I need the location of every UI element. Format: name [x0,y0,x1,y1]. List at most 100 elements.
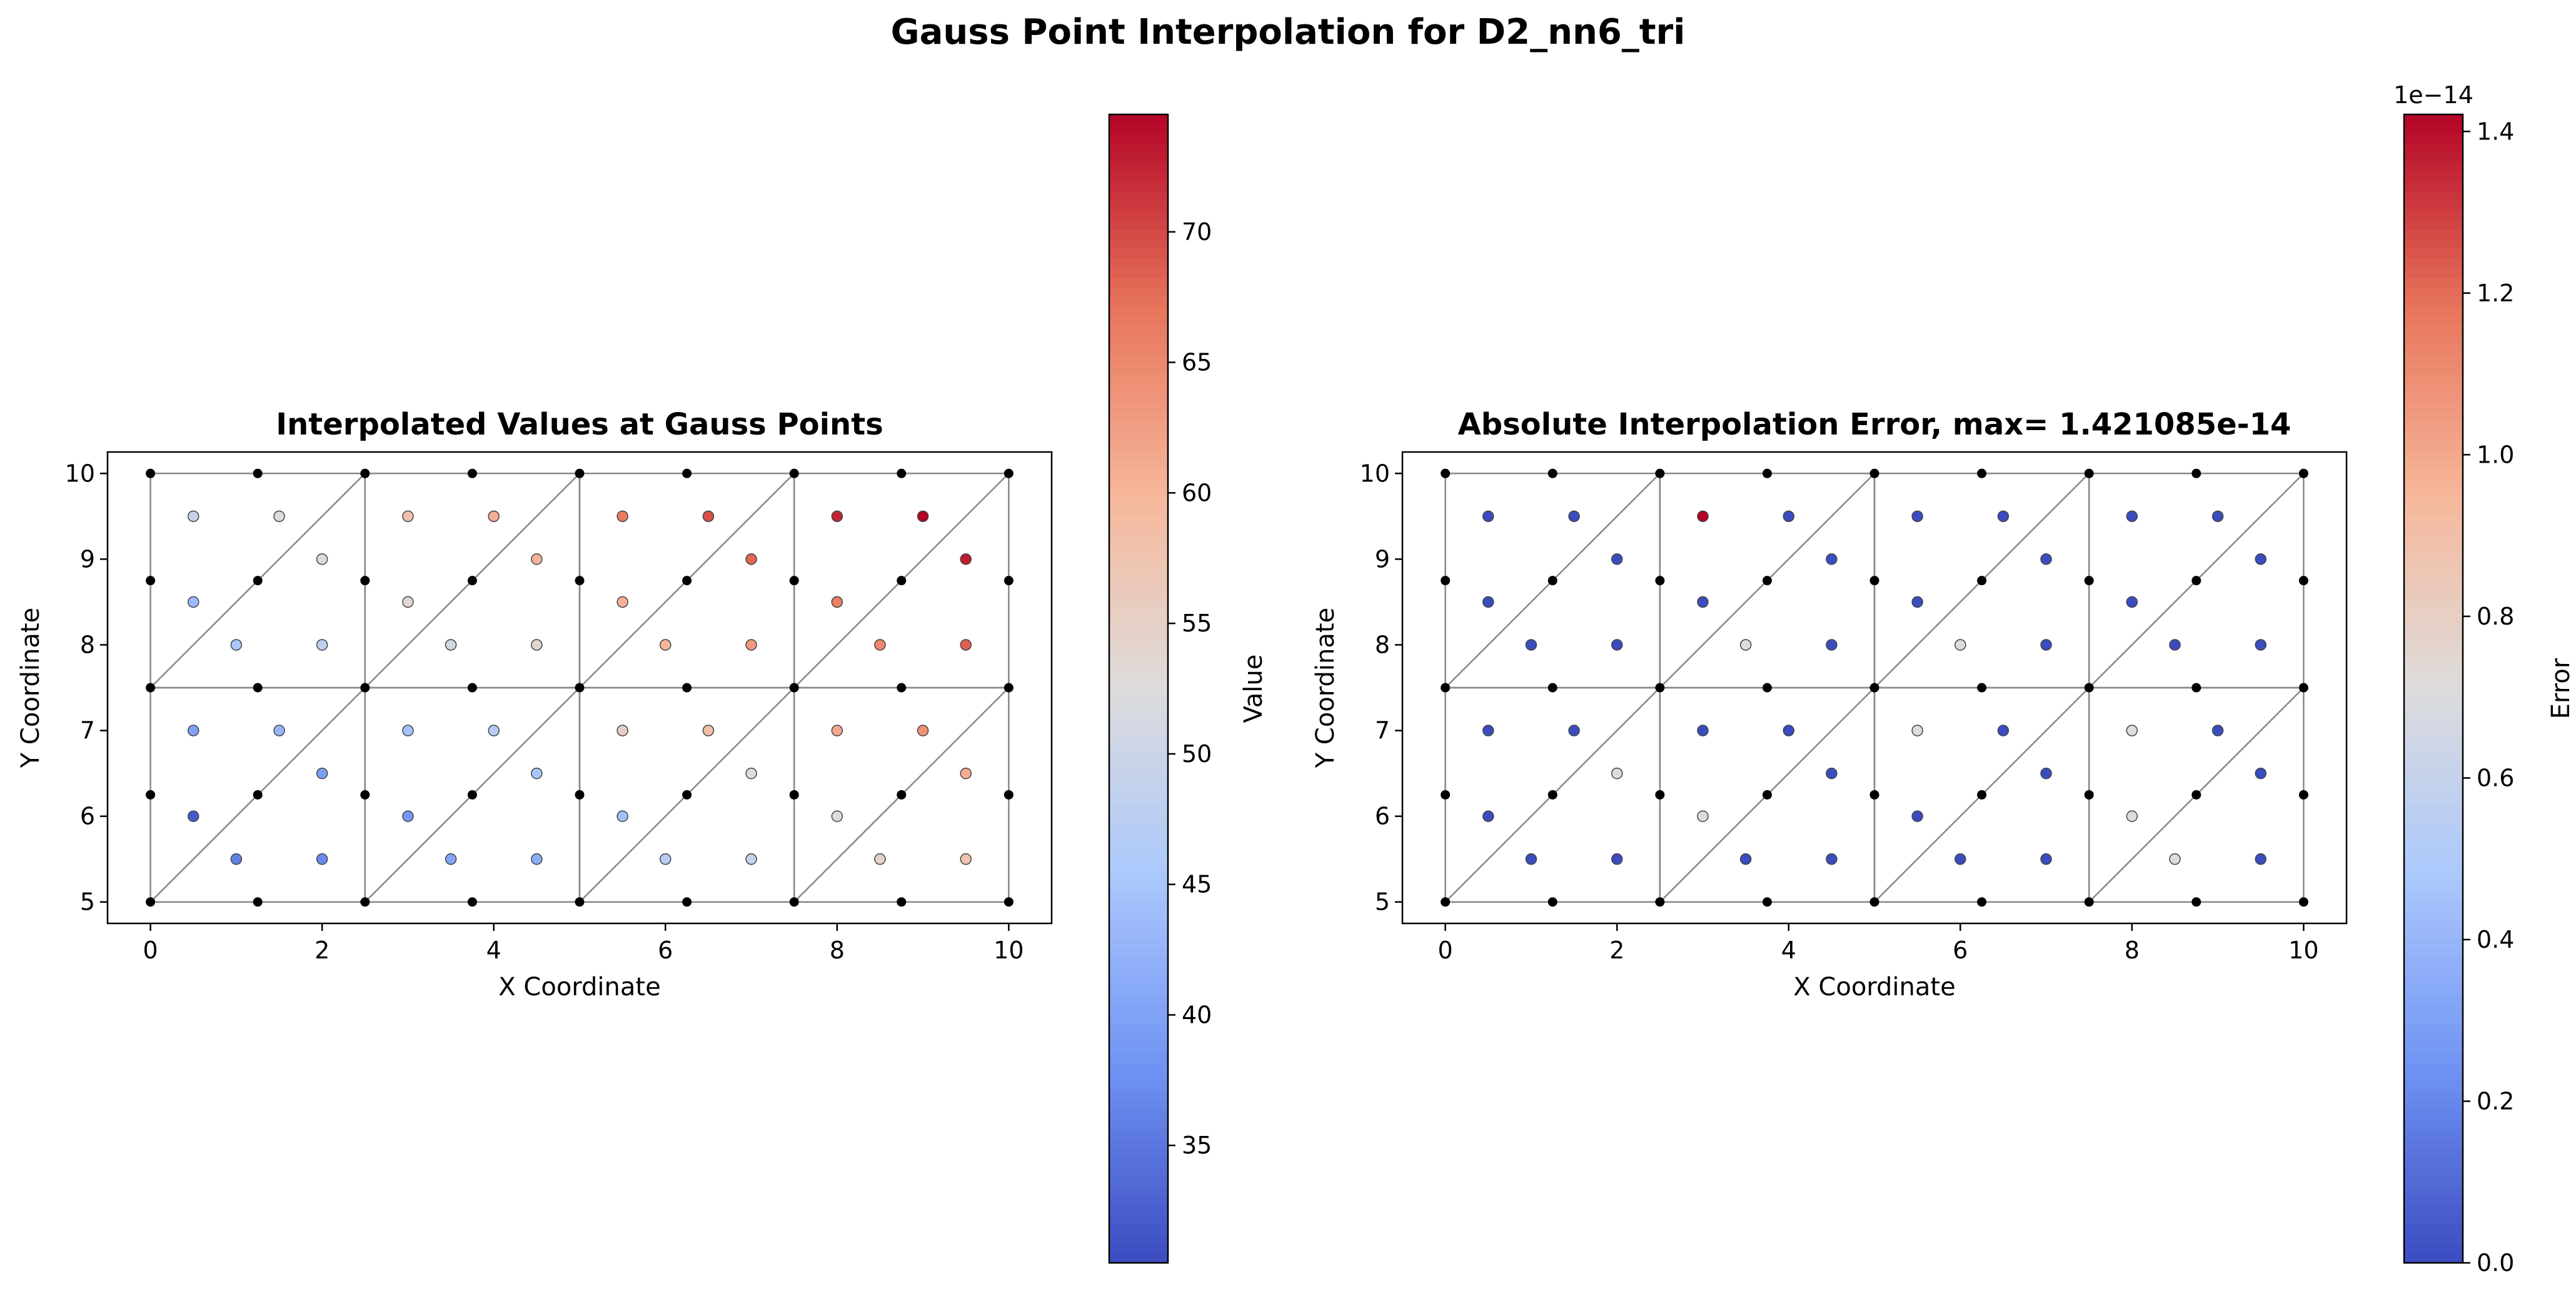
values-colorbar-segment [1109,822,1168,833]
error-colorbar-segment [2404,411,2463,421]
values-nodes [146,468,1014,907]
values-node-point [253,468,263,478]
values-node-point [789,790,799,800]
error-colorbar-segment [2404,755,2463,766]
error-node-point [1547,897,1557,907]
values-node-point [467,576,477,586]
error-gauss-point [1568,725,1580,736]
values-gauss-point [616,510,628,523]
values-colorbar-segment [1109,593,1168,603]
values-y-tick-label: 7 [80,717,95,745]
values-colorbar: 35 40 45 50 55 60 65 70 Value [1108,113,1268,1264]
error-node-point [1441,468,1451,478]
error-node-point [1655,897,1665,907]
error-colorbar-segment [2404,640,2463,651]
values-gauss-point [960,553,972,565]
error-axes-frame [1401,451,2348,925]
error-colorbar-segment [2404,1013,2463,1025]
error-node-point [1977,468,1987,478]
error-colorbar-segment [2404,171,2463,182]
values-gauss-point [960,767,972,780]
values-colorbar-segment [1109,430,1168,441]
values-colorbar-segment [1109,957,1168,967]
values-node-point [467,897,477,907]
values-node-point [897,790,907,800]
values-node-point [253,576,263,586]
error-colorbar-segment [2404,669,2463,680]
values-y-tick-label: 10 [65,460,95,487]
error-x-tick-label: 8 [2125,937,2140,964]
values-colorbar-segment [1109,880,1168,890]
values-node-point [360,790,370,800]
values-colorbar-segment [1109,631,1168,641]
error-gauss-point [2169,853,2181,865]
values-colorbar-segment [1109,775,1168,785]
error-node-point [1869,468,1879,478]
error-gauss-point [2211,510,2224,523]
error-y-tick-label: 5 [1375,888,1390,916]
error-y-axis-label: Y Coordinate [1311,608,1340,768]
error-gauss-point [1955,853,1966,865]
error-gauss-point [2126,510,2138,523]
error-gauss-point [1611,639,1623,651]
error-y-tick-label: 6 [1375,803,1390,830]
values-gauss-point [531,553,543,565]
values-colorbar-segment [1109,679,1168,690]
values-node-point [789,897,799,907]
values-colorbar-segment [1109,143,1168,154]
values-gauss-point [188,510,199,523]
values-colorbar-segment [1109,1186,1168,1197]
values-colorbar-segment [1109,440,1168,450]
error-colorbar-segment [2404,1138,2463,1149]
error-node-point [2298,683,2308,693]
values-colorbar-tick-label: 50 [1182,740,1212,768]
error-colorbar-tick-label: 0.6 [2477,764,2514,791]
values-colorbar-segment [1109,535,1168,546]
error-gauss-point [2255,853,2267,865]
values-gauss-point [831,725,843,736]
error-x-tick-label: 0 [1438,937,1453,964]
error-node-point [1655,576,1665,586]
values-colorbar-segment [1109,516,1168,527]
error-colorbar-segment [2404,813,2463,823]
error-colorbar-segment [2404,870,2463,881]
values-node-point [146,897,156,907]
values-gauss-point [616,725,628,736]
error-node-point [1762,683,1772,693]
values-colorbar-segment [1109,1128,1168,1139]
values-x-axis-label: X Coordinate [498,973,660,1002]
values-colorbar-segment [1109,324,1168,335]
values-colorbar-segment [1109,1071,1168,1082]
values-gauss-points [188,510,972,865]
values-colorbar-segment [1109,391,1168,403]
values-colorbar-segment [1109,373,1168,383]
values-colorbar-segment [1109,353,1168,364]
values-colorbar-segment [1109,918,1168,929]
values-colorbar-segment [1109,1215,1168,1225]
error-colorbar-segment [2404,736,2463,747]
values-colorbar-segment [1109,468,1168,479]
values-colorbar-segment [1109,171,1168,182]
values-colorbar-tick-label: 65 [1182,349,1212,376]
error-colorbar-segment [2404,382,2463,393]
error-nodes [1441,468,2308,907]
values-colorbar-frame [1108,113,1169,1264]
values-gauss-point [316,767,328,780]
values-colorbar-segment [1109,726,1168,737]
values-colorbar-label: Value [1239,655,1268,723]
error-gauss-point [2255,767,2267,780]
values-node-point [1004,576,1014,586]
error-node-point [1655,790,1665,800]
values-colorbar-segment [1109,832,1168,843]
values-colorbar-segment [1109,315,1168,326]
values-x-tick-label: 6 [658,937,673,964]
error-y-tick-label: 9 [1375,545,1390,573]
values-colorbar-segment [1109,602,1168,613]
error-colorbar-segment [2404,573,2463,584]
values-node-point [789,576,799,586]
values-gauss-point [660,639,672,651]
error-colorbar-segment [2404,957,2463,967]
error-colorbar-segment [2404,717,2463,728]
values-node-point [682,576,692,586]
error-node-point [1547,576,1557,586]
